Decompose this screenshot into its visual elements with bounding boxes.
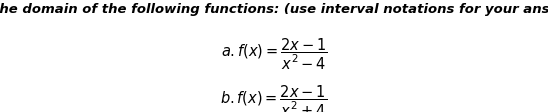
- Text: $a.f(x) = \dfrac{2x-1}{x^2-4}$: $a.f(x) = \dfrac{2x-1}{x^2-4}$: [221, 37, 327, 72]
- Text: Find the domain of the following functions: (use interval notations for your ans: Find the domain of the following functio…: [0, 3, 548, 16]
- Text: $b.f(x) = \dfrac{2x-1}{x^2+4}$: $b.f(x) = \dfrac{2x-1}{x^2+4}$: [220, 84, 328, 112]
